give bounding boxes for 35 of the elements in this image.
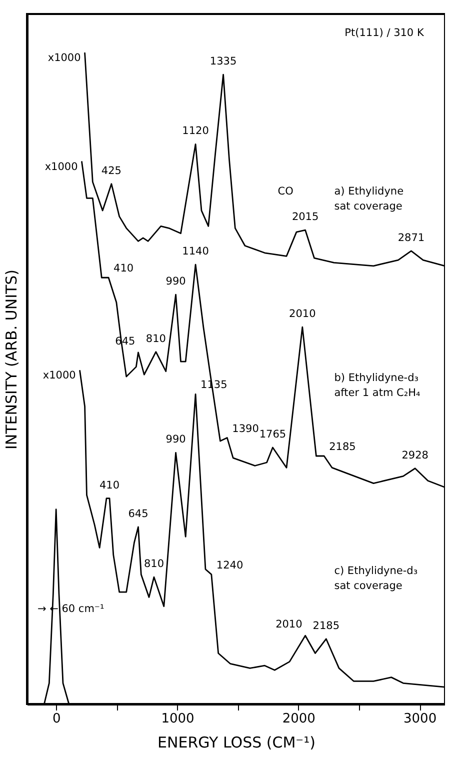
annotation: 1120 — [182, 125, 209, 138]
annotation: c) Ethylidyne-d₃ sat coverage — [334, 565, 418, 592]
annotation: x1000 — [44, 160, 78, 173]
x-axis-title: ENERGY LOSS (CM⁻¹) — [158, 734, 316, 752]
x-tick-label: 1000 — [161, 712, 194, 726]
annotation: x1000 — [42, 370, 76, 382]
annotation: 1240 — [216, 559, 244, 572]
annotation: 990 — [166, 434, 186, 446]
y-axis-title: INTENSITY (ARB. UNITS) — [2, 269, 20, 450]
annotation: 810 — [144, 558, 164, 570]
annotation: b) Ethylidyne-d₃ after 1 atm C₂H₄ — [334, 372, 420, 399]
annotation: 1390 — [232, 422, 259, 435]
annotation: 410 — [99, 479, 120, 492]
annotation: x1000 — [48, 52, 81, 64]
annotation: 810 — [146, 332, 166, 345]
annotation: 2928 — [402, 449, 428, 462]
annotation: a) Ethylidyne sat coverage — [334, 186, 404, 212]
x-tick-label: 2000 — [282, 712, 316, 726]
annotation: 1765 — [259, 428, 286, 441]
annotation: 1335 — [210, 56, 237, 68]
annotation: 1140 — [182, 246, 209, 258]
x-tick-label: 0 — [52, 712, 61, 726]
text: Pt(111) / 310 K — [344, 26, 425, 39]
annotation: 990 — [166, 276, 186, 288]
annotation: 2185 — [312, 620, 340, 632]
annotation: 410 — [114, 262, 134, 275]
annotation: 2185 — [329, 440, 356, 453]
annotation: 2010 — [276, 618, 302, 631]
annotation: 2871 — [398, 232, 425, 244]
annotation: 2010 — [289, 308, 316, 320]
annotation: 2015 — [292, 211, 319, 224]
annotation: 645 — [128, 508, 148, 520]
annotation: CO — [278, 186, 294, 198]
x-tick-label: 3000 — [404, 712, 437, 726]
annotation: 425 — [101, 164, 122, 177]
